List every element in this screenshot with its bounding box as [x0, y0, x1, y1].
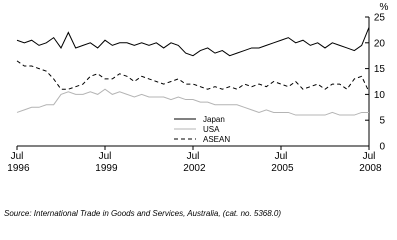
x-tick-label: Jul 2005: [268, 151, 293, 174]
y-tick-label: 25: [374, 13, 386, 24]
x-tick-label: Jul 1999: [92, 151, 117, 174]
legend-label: Japan: [203, 115, 225, 124]
x-tick-label: Jul 1996: [4, 151, 29, 174]
y-tick-label: 15: [374, 64, 386, 75]
x-tick-label: Jul 2008: [356, 151, 381, 174]
x-tick-label: Jul 2002: [180, 151, 205, 174]
legend-label: ASEAN: [203, 135, 230, 144]
series-line: [16, 60, 370, 93]
y-tick-label: 0: [379, 142, 385, 153]
source: Source: International Trade in Goods and…: [4, 209, 281, 218]
series-line: [16, 88, 369, 116]
y-tick-label: 20: [374, 38, 386, 49]
y-tick-label: 10: [374, 90, 386, 101]
legend-label: USA: [203, 125, 220, 134]
y-unit: %: [380, 2, 389, 13]
series-line: [16, 27, 370, 57]
chart: % Source: International Trade in Goods a…: [4, 2, 389, 218]
y-tick-label: 5: [379, 116, 385, 127]
